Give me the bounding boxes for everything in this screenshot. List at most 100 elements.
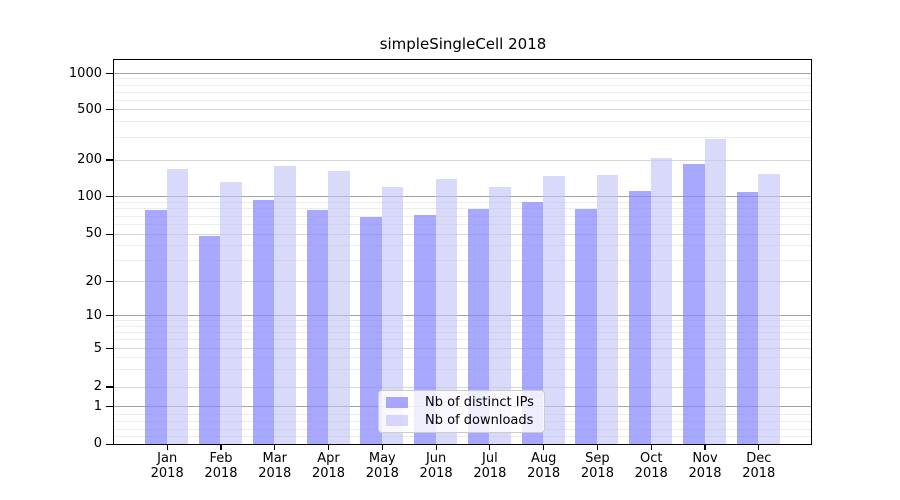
x-tick-label-jun: Jun 2018 <box>406 451 466 481</box>
x-tick-label-jul: Jul 2018 <box>460 451 520 481</box>
x-tick-label-year: 2018 <box>688 466 722 481</box>
gridline-50 <box>114 233 811 235</box>
legend-swatch-distinct-ips <box>386 396 408 408</box>
gridline-0.2 <box>114 436 811 438</box>
legend-swatch-downloads <box>386 415 408 427</box>
y-tick-mark-100 <box>106 196 113 198</box>
x-tick-label-sep: Sep 2018 <box>567 451 627 481</box>
y-tick-mark-1 <box>106 405 113 408</box>
gridline-5 <box>114 348 811 349</box>
gridline-800 <box>114 84 811 86</box>
bar-feb-distinct-ips <box>198 235 221 444</box>
x-tick-mark-oct <box>650 444 652 450</box>
legend-item-downloads: Nb of downloads <box>386 413 544 428</box>
gridline-200 <box>114 159 811 161</box>
y-tick-mark-1000 <box>106 72 113 75</box>
x-tick-label-year: 2018 <box>473 466 507 481</box>
y-tick-mark-0 <box>106 443 113 445</box>
x-tick-label-apr: Apr 2018 <box>299 451 359 481</box>
bar-apr-downloads <box>328 171 350 444</box>
gridline-400 <box>114 121 811 123</box>
x-tick-label-month: Jul <box>482 451 498 466</box>
gridline-70 <box>114 215 811 217</box>
x-tick-label-month: Nov <box>692 451 718 466</box>
x-tick-label-month: Dec <box>746 451 772 466</box>
gridline-3 <box>114 369 811 371</box>
x-tick-label-month: Sep <box>585 451 610 466</box>
x-tick-label-year: 2018 <box>634 466 668 481</box>
x-tick-label-year: 2018 <box>258 466 292 481</box>
bar-jan-distinct-ips <box>145 209 167 444</box>
gridline-4 <box>114 357 811 359</box>
bar-oct-distinct-ips <box>629 191 651 444</box>
bar-mar-downloads <box>274 166 296 444</box>
bar-nov-distinct-ips <box>683 164 705 444</box>
bar-nov-downloads <box>704 139 726 444</box>
gridline-300 <box>114 137 811 139</box>
x-tick-label-month: Apr <box>317 451 340 466</box>
gridline-8 <box>114 325 811 327</box>
x-tick-label-year: 2018 <box>419 466 453 481</box>
gridline-90 <box>114 201 811 203</box>
bar-mar-distinct-ips <box>252 199 275 444</box>
x-tick-label-nov: Nov 2018 <box>675 451 735 481</box>
gridline-30 <box>114 260 811 262</box>
y-tick-label-50: 50 <box>85 226 102 242</box>
x-tick-label-aug: Aug 2018 <box>514 451 574 481</box>
x-tick-label-mar: Mar 2018 <box>245 451 305 481</box>
y-tick-mark-50 <box>106 233 113 235</box>
legend-label-downloads: Nb of downloads <box>425 413 534 429</box>
x-tick-label-may: May 2018 <box>352 451 412 481</box>
x-tick-label-month: May <box>368 451 396 466</box>
gridline-10 <box>114 315 811 316</box>
x-tick-label-year: 2018 <box>204 466 238 481</box>
gridline-80 <box>114 208 811 210</box>
gridline-500 <box>114 109 811 110</box>
x-tick-label-feb: Feb 2018 <box>191 451 251 481</box>
y-tick-mark-20 <box>106 281 113 283</box>
x-tick-mark-sep <box>596 444 599 450</box>
gridline-100 <box>114 196 811 198</box>
bar-jul-downloads <box>489 187 511 444</box>
x-tick-mark-feb <box>220 444 222 450</box>
y-tick-mark-5 <box>106 347 113 350</box>
y-tick-mark-2 <box>106 386 113 388</box>
bar-dec-downloads <box>758 173 780 444</box>
y-tick-mark-10 <box>106 314 113 317</box>
gridline-600 <box>114 99 811 101</box>
gridline-40 <box>114 245 811 247</box>
y-tick-label-1: 1 <box>93 398 102 414</box>
y-tick-mark-200 <box>106 159 113 161</box>
x-tick-mark-nov <box>704 444 706 450</box>
bar-dec-distinct-ips <box>736 192 759 444</box>
plot-area <box>113 59 812 445</box>
legend-item-distinct-ips: Nb of distinct IPs <box>386 395 544 410</box>
x-tick-mark-aug <box>543 444 545 450</box>
x-tick-mark-dec <box>758 444 760 450</box>
x-tick-label-year: 2018 <box>365 466 399 481</box>
gridline-9 <box>114 320 811 322</box>
x-tick-label-month: Mar <box>262 451 288 466</box>
y-tick-label-20: 20 <box>85 273 102 289</box>
x-tick-mark-jun <box>435 444 437 450</box>
x-tick-label-dec: Dec 2018 <box>729 451 789 481</box>
x-tick-label-year: 2018 <box>580 466 614 481</box>
x-tick-label-year: 2018 <box>150 466 184 481</box>
x-tick-label-year: 2018 <box>527 466 561 481</box>
x-tick-label-month: Jun <box>425 451 447 466</box>
bar-aug-downloads <box>543 175 565 444</box>
y-tick-label-10: 10 <box>85 307 102 323</box>
bar-jul-distinct-ips <box>467 208 490 444</box>
y-tick-label-1000: 1000 <box>68 65 102 81</box>
bar-jun-distinct-ips <box>414 214 436 444</box>
bar-sep-downloads <box>596 174 619 444</box>
bar-jun-downloads <box>435 179 458 444</box>
x-tick-label-year: 2018 <box>742 466 776 481</box>
bar-sep-distinct-ips <box>575 208 597 444</box>
gridline-700 <box>114 91 811 93</box>
y-tick-label-100: 100 <box>77 188 102 204</box>
bar-oct-downloads <box>650 158 673 444</box>
y-tick-label-5: 5 <box>93 340 102 356</box>
gridline-6 <box>114 339 811 341</box>
